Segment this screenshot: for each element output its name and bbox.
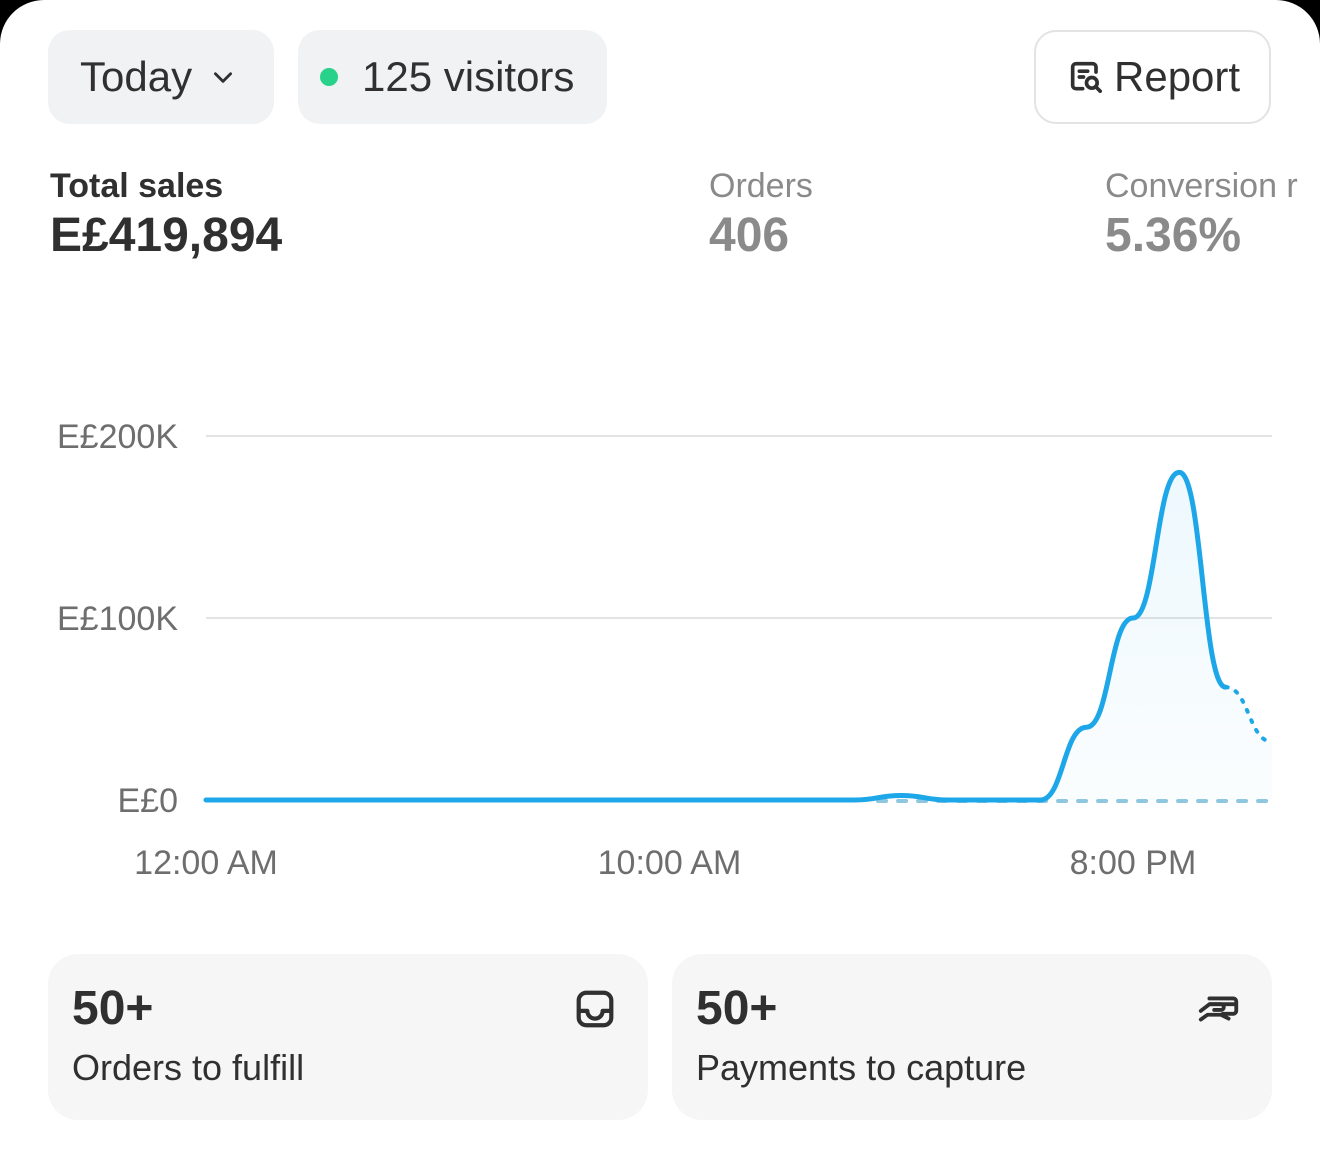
y-tick-label: E£0 xyxy=(118,782,179,820)
x-tick-label: 12:00 AM xyxy=(134,844,278,882)
conversion-metric[interactable]: Conversion r 5.36% xyxy=(1105,166,1298,266)
sales-chart: E£200K E£100K E£0 12:00 AM 10:00 AM 8:00 PM xyxy=(57,418,1274,882)
report-label: Report xyxy=(1114,53,1241,100)
report-search-icon xyxy=(1070,61,1102,93)
orders-to-fulfill-label: Orders to fulfill xyxy=(72,1047,305,1088)
conversion-label: Conversion r xyxy=(1105,167,1298,205)
chevron-down-icon xyxy=(214,72,233,83)
date-range-label: Today xyxy=(80,53,193,100)
live-dot-icon xyxy=(320,68,338,86)
orders-value: 406 xyxy=(709,209,790,262)
orders-to-fulfill-tile[interactable]: 50+ Orders to fulfill xyxy=(48,954,648,1120)
x-tick-label: 10:00 AM xyxy=(598,844,742,882)
payments-to-capture-label: Payments to capture xyxy=(696,1047,1027,1088)
orders-to-fulfill-count: 50+ xyxy=(72,982,154,1035)
x-tick-label: 8:00 PM xyxy=(1070,844,1197,882)
inbox-icon xyxy=(576,990,614,1028)
orders-label: Orders xyxy=(709,167,813,205)
total-sales-metric[interactable]: Total sales E£419,894 xyxy=(50,166,282,266)
y-tick-label: E£100K xyxy=(57,600,178,638)
y-tick-label: E£200K xyxy=(57,418,178,456)
hand-card-icon xyxy=(1198,996,1239,1022)
payments-to-capture-count: 50+ xyxy=(696,982,778,1035)
visitors-label: 125 visitors xyxy=(362,53,575,100)
orders-metric[interactable]: Orders 406 xyxy=(709,166,813,266)
total-sales-label: Total sales xyxy=(50,167,224,205)
sales-series-line xyxy=(203,469,1229,803)
payments-to-capture-tile[interactable]: 50+ Payments to capture xyxy=(672,954,1272,1120)
date-range-selector[interactable]: Today xyxy=(48,30,274,124)
sales-area xyxy=(1040,472,1272,800)
live-visitors-pill[interactable]: 125 visitors xyxy=(298,30,607,124)
total-sales-value: E£419,894 xyxy=(50,209,283,262)
sales-projection-line xyxy=(1223,685,1274,744)
conversion-value: 5.36% xyxy=(1105,209,1242,262)
report-button[interactable]: Report xyxy=(1034,30,1271,124)
